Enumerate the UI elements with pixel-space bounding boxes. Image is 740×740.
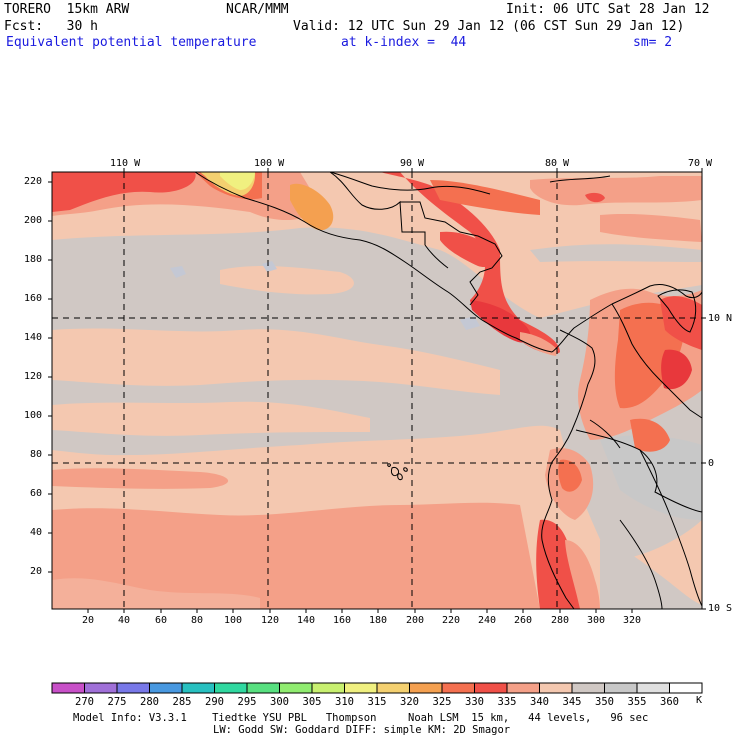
lon-label: 100 W	[254, 158, 285, 169]
colorbar-label: 290	[205, 696, 224, 708]
grid-x-label: 120	[261, 615, 280, 626]
colorbar-swatch	[117, 683, 150, 693]
colorbar-label: 310	[335, 696, 354, 708]
colorbar-label: 325	[433, 696, 452, 708]
lat-label: 0	[708, 458, 715, 469]
colorbar-label: 280	[140, 696, 159, 708]
colorbar-label: 295	[238, 696, 257, 708]
colorbar-label: 330	[465, 696, 484, 708]
lon-label: 70 W	[688, 158, 713, 169]
grid-y-label: 80	[30, 449, 43, 460]
grid-x-label: 140	[297, 615, 316, 626]
colorbar-swatch	[182, 683, 215, 693]
lon-label: 110 W	[110, 158, 141, 169]
colorbar-label: 360	[660, 696, 679, 708]
init-time: Init: 06 UTC Sat 28 Jan 12	[506, 2, 710, 17]
grid-y-label: 60	[30, 488, 43, 499]
grid-y-label: 40	[30, 527, 43, 538]
level-label: at k-index = 44	[341, 35, 467, 50]
grid-x-label: 320	[623, 615, 642, 626]
colorbar-swatch	[52, 683, 85, 693]
colorbar-swatch	[604, 683, 638, 693]
colorbar-label: 305	[303, 696, 322, 708]
colorbar-label: 340	[530, 696, 549, 708]
field-name: Equivalent potential temperature	[6, 35, 257, 50]
colorbar-swatch	[507, 683, 540, 693]
grid-x-label: 240	[478, 615, 497, 626]
colorbar-swatch	[344, 683, 378, 693]
grid-x-label: 280	[551, 615, 570, 626]
grid-y-label: 200	[24, 215, 43, 226]
colorbar-label: 270	[75, 696, 94, 708]
colorbar-swatch	[214, 683, 248, 693]
colorbar-unit: K	[696, 695, 703, 706]
colorbar-label: 315	[368, 696, 387, 708]
colorbar-swatch	[279, 683, 313, 693]
lat-label: 10 S	[708, 603, 733, 614]
colorbar-label: 275	[108, 696, 127, 708]
physics-info: LW: Godd SW: Goddard DIFF: simple KM: 2D…	[213, 724, 511, 736]
forecast-hour: Fcst: 30 h	[4, 19, 98, 34]
colorbar-label: 285	[173, 696, 192, 708]
grid-x-label: 100	[224, 615, 243, 626]
colorbar-swatch	[377, 683, 410, 693]
grid-x-label: 40	[118, 615, 131, 626]
colorbar-swatch	[149, 683, 183, 693]
grid-y-label: 220	[24, 176, 43, 187]
colorbar-swatch	[474, 683, 508, 693]
valid-time: Valid: 12 UTC Sun 29 Jan 12 (06 CST Sun …	[293, 19, 685, 34]
colorbar-swatch	[442, 683, 475, 693]
colorbar-label: 320	[400, 696, 419, 708]
grid-x-label: 60	[155, 615, 168, 626]
grid-x-label: 80	[191, 615, 204, 626]
lat-label: 10 N	[708, 313, 733, 324]
grid-x-label: 260	[514, 615, 533, 626]
grid-x-label: 300	[587, 615, 606, 626]
lon-label: 80 W	[545, 158, 570, 169]
grid-y-label: 120	[24, 371, 43, 382]
colorbar-swatch	[409, 683, 443, 693]
grid-y-label: 140	[24, 332, 43, 343]
colorbar-swatch	[539, 683, 573, 693]
grid-x-label: 200	[406, 615, 425, 626]
org-label: NCAR/MMM	[226, 2, 289, 17]
colorbar-swatch	[669, 683, 703, 693]
grid-y-label: 100	[24, 410, 43, 421]
colorbar-swatch	[312, 683, 345, 693]
grid-y-label: 160	[24, 293, 43, 304]
colorbar-label: 300	[270, 696, 289, 708]
colorbar-label: 335	[498, 696, 517, 708]
grid-y-label: 20	[30, 566, 43, 577]
grid-x-label: 220	[442, 615, 461, 626]
colorbar-swatch	[572, 683, 605, 693]
model-title: TORERO 15km ARW	[4, 2, 130, 17]
grid-y-label: 180	[24, 254, 43, 265]
grid-x-label: 160	[333, 615, 352, 626]
colorbar-swatch	[247, 683, 280, 693]
smoothing-label: sm= 2	[633, 35, 673, 50]
colorbar-label: 350	[595, 696, 614, 708]
model-info: Model Info: V3.3.1 Tiedtke YSU PBL Thomp…	[73, 712, 649, 724]
grid-x-label: 180	[369, 615, 388, 626]
colorbar-label: 345	[563, 696, 582, 708]
lon-label: 90 W	[400, 158, 425, 169]
colorbar-swatch	[84, 683, 118, 693]
colorbar-swatch	[637, 683, 670, 693]
grid-x-label: 20	[82, 615, 95, 626]
colorbar-label: 355	[628, 696, 647, 708]
